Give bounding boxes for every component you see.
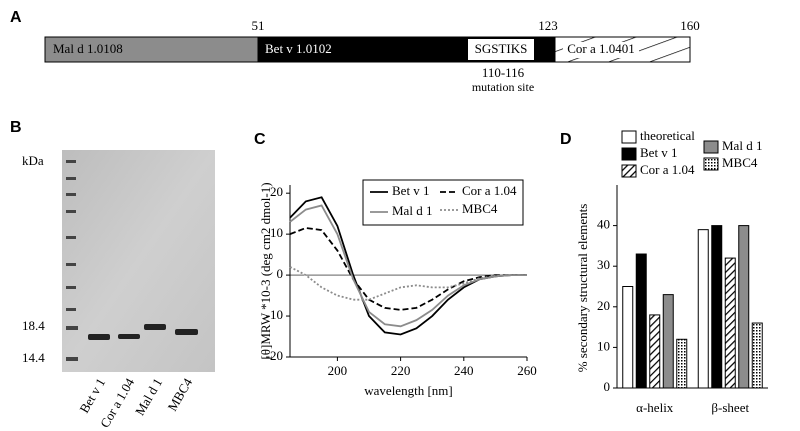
bar — [662, 294, 674, 389]
y-tick-label: -10 — [266, 307, 283, 322]
bar — [622, 286, 634, 389]
y-axis-label: [θ]MRW *10-3 (deg cm2 dmol-1) — [258, 182, 273, 359]
position: 160 — [680, 18, 700, 33]
marker-label: 14.4 — [22, 350, 45, 365]
y-tick-label: 10 — [597, 338, 610, 353]
segment-label: SGSTIKS — [475, 41, 528, 56]
bar — [676, 338, 688, 389]
legend-label: MBC4 — [462, 201, 498, 216]
x-tick-label: 240 — [454, 363, 474, 378]
y-tick-label: 10 — [270, 225, 283, 240]
bar — [697, 229, 709, 389]
line-series — [289, 227, 527, 311]
x-tick-label: 220 — [391, 363, 411, 378]
x-tick-label: 200 — [328, 363, 348, 378]
bar — [751, 322, 763, 389]
legend-label: Mal d 1 — [722, 138, 762, 153]
segment-label: Bet v 1.0102 — [265, 41, 332, 56]
construct-outline — [44, 36, 691, 63]
position: 123 — [538, 18, 558, 33]
y-axis-label: % secondary structural elements — [575, 204, 590, 373]
label-backdrop — [563, 42, 639, 58]
legend-label: Cor a 1.04 — [640, 162, 695, 177]
panel-a: A 51 123 160 Mal d 1.0108 Bet v 1.0102 S… — [10, 9, 700, 94]
x-tick-label: α-helix — [636, 400, 674, 415]
lane-label: MBC4 — [164, 375, 195, 414]
y-tick-label: -20 — [266, 348, 283, 363]
segment-label: Mal d 1.0108 — [53, 41, 123, 56]
site-label: 110-116 — [482, 65, 525, 80]
bar — [635, 253, 647, 389]
bar — [649, 314, 661, 389]
x-tick-label: β-sheet — [711, 400, 749, 415]
bar — [724, 257, 736, 389]
y-tick-label: 20 — [270, 184, 283, 199]
ladder — [66, 160, 78, 361]
bar — [711, 225, 723, 389]
panel-letter: D — [560, 131, 572, 148]
position: 51 — [252, 18, 265, 33]
segment-label: Cor a 1.0401 — [567, 41, 635, 56]
legend-label: MBC4 — [722, 155, 758, 170]
legend-swatch — [621, 147, 637, 161]
x-tick-label: 260 — [517, 363, 537, 378]
bands — [88, 324, 198, 340]
legend-swatch — [703, 157, 719, 171]
panel-letter: C — [254, 131, 266, 148]
unit-label: kDa — [22, 153, 44, 168]
legend-label: Cor a 1.04 — [462, 183, 517, 198]
y-tick-label: 30 — [597, 257, 610, 272]
legend-box — [362, 179, 524, 226]
site-note: mutation site — [472, 80, 534, 94]
lane-label: Mal d 1 — [132, 375, 165, 418]
legend-label: Bet v 1 — [392, 183, 430, 198]
panel-letter: B — [10, 119, 22, 136]
legend-swatch — [703, 140, 719, 154]
bar — [738, 225, 750, 389]
y-tick-label: 20 — [597, 298, 610, 313]
legend-label: theoretical — [640, 128, 695, 143]
panel-b: B kDa 18.4 14.4 Bet v 1 Cor a 1.04 Mal d… — [10, 119, 215, 430]
segment — [44, 36, 259, 63]
y-tick-label: 0 — [277, 266, 284, 281]
marker-label: 18.4 — [22, 318, 45, 333]
segment — [468, 39, 534, 60]
legend-label: Bet v 1 — [640, 145, 678, 160]
legend-swatch — [621, 130, 637, 144]
panel-letter: A — [10, 9, 22, 26]
x-axis-label: wavelength [nm] — [364, 383, 452, 398]
y-tick-label: 40 — [597, 217, 610, 232]
y-tick-label: 0 — [604, 379, 611, 394]
legend-swatch — [621, 164, 637, 178]
line-series — [289, 204, 527, 328]
line-series — [289, 266, 527, 301]
legend-label: Mal d 1 — [392, 203, 432, 218]
